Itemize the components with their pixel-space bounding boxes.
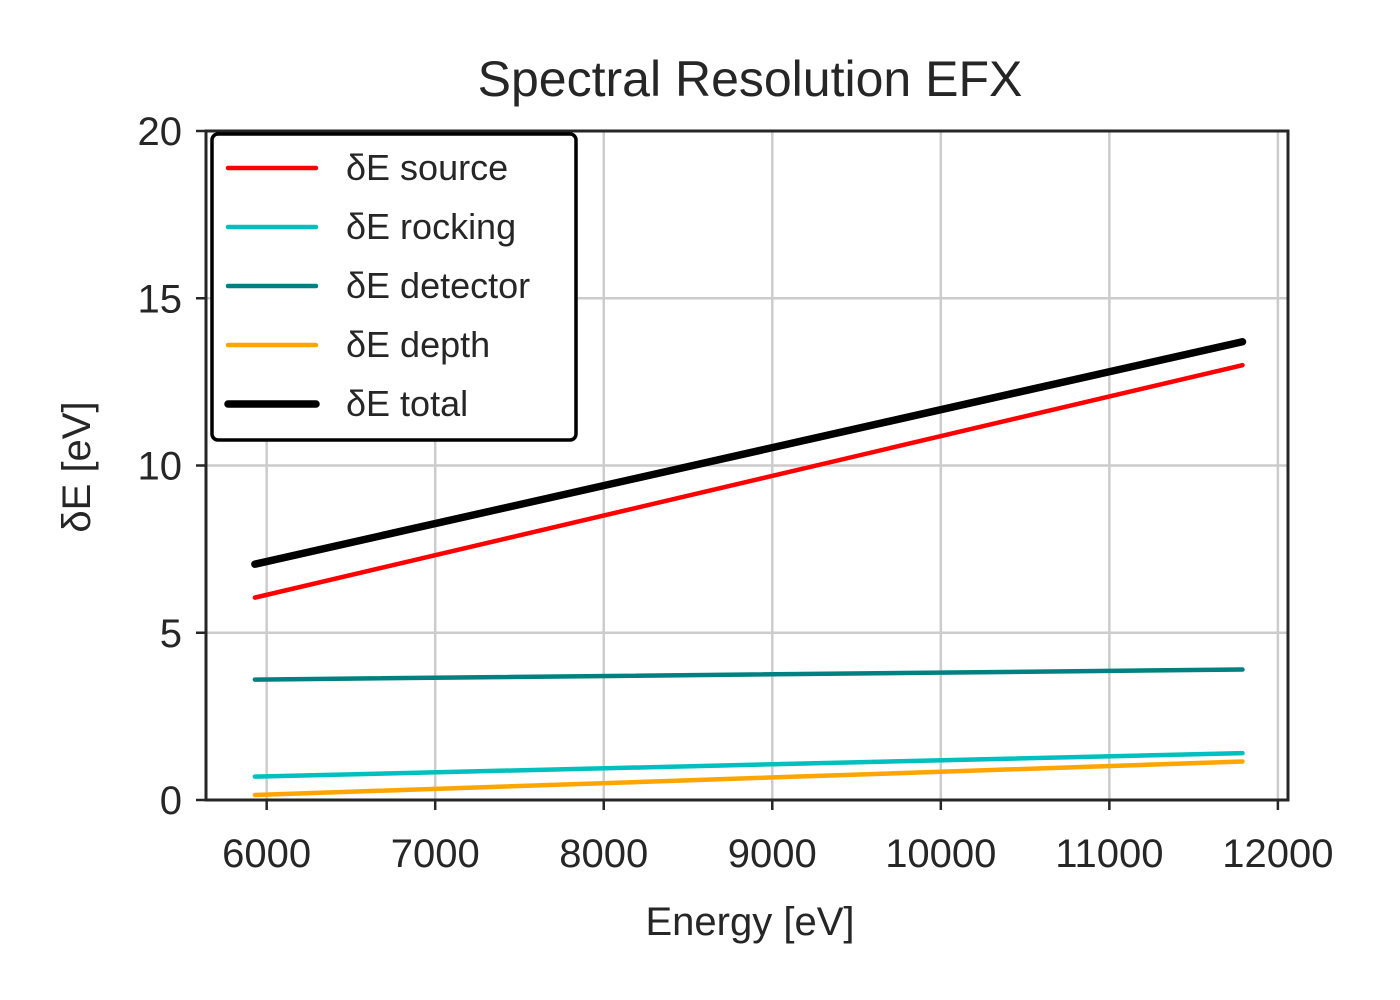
y-tick-label: 0 — [160, 779, 182, 823]
x-tick-label: 8000 — [559, 832, 648, 876]
series-line-detector — [252, 667, 1245, 682]
series-line-depth — [252, 759, 1245, 798]
legend-label-depth: δE depth — [346, 324, 490, 365]
legend: δE source δE rocking δE detector δE depth δE… — [210, 132, 578, 442]
series-line-total — [251, 337, 1247, 568]
y-tick-label: 20 — [138, 110, 183, 154]
x-tick-label: 11000 — [1055, 832, 1163, 876]
legend-box — [210, 132, 578, 442]
series-line-rocking — [252, 750, 1245, 779]
legend-label-detector: δE detector — [346, 265, 530, 306]
x-tick-label: 7000 — [391, 832, 480, 876]
series-group — [251, 337, 1247, 798]
x-tick-label: 9000 — [728, 832, 817, 876]
legend-label-source: δE source — [346, 147, 508, 188]
chart-title: Spectral Resolution EFX — [478, 51, 1023, 107]
legend-label-rocking: δE rocking — [346, 206, 516, 247]
series-line-source — [252, 362, 1245, 600]
x-axis-label: Energy [eV] — [645, 900, 854, 944]
legend-label-total: δE total — [346, 383, 468, 424]
y-tick-label: 10 — [138, 445, 183, 489]
x-tick-label: 6000 — [222, 832, 311, 876]
y-tick-label: 5 — [160, 612, 182, 656]
x-tick-label: 10000 — [885, 832, 996, 876]
y-axis-label: δE [eV] — [55, 401, 99, 532]
y-tick-label: 15 — [138, 277, 183, 321]
axis-ticks: 6000 7000 8000 9000 10000 11000 12000 0 5 10 15 20 — [138, 110, 1334, 876]
x-tick-label: 12000 — [1222, 832, 1333, 876]
